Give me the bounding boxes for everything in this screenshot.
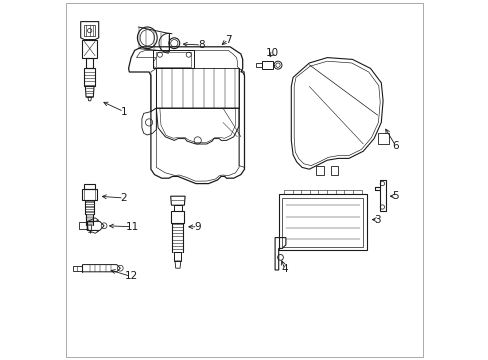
Text: 10: 10 (265, 48, 279, 58)
Text: 9: 9 (194, 222, 201, 232)
Text: 11: 11 (125, 222, 139, 232)
Text: 2: 2 (121, 193, 127, 203)
Text: 8: 8 (198, 40, 204, 50)
Text: 3: 3 (374, 215, 380, 225)
Text: 12: 12 (124, 271, 138, 282)
Text: 4: 4 (281, 264, 287, 274)
Text: 5: 5 (391, 191, 398, 201)
Text: 6: 6 (391, 141, 398, 151)
Text: 1: 1 (121, 107, 127, 117)
Text: 7: 7 (224, 35, 231, 45)
